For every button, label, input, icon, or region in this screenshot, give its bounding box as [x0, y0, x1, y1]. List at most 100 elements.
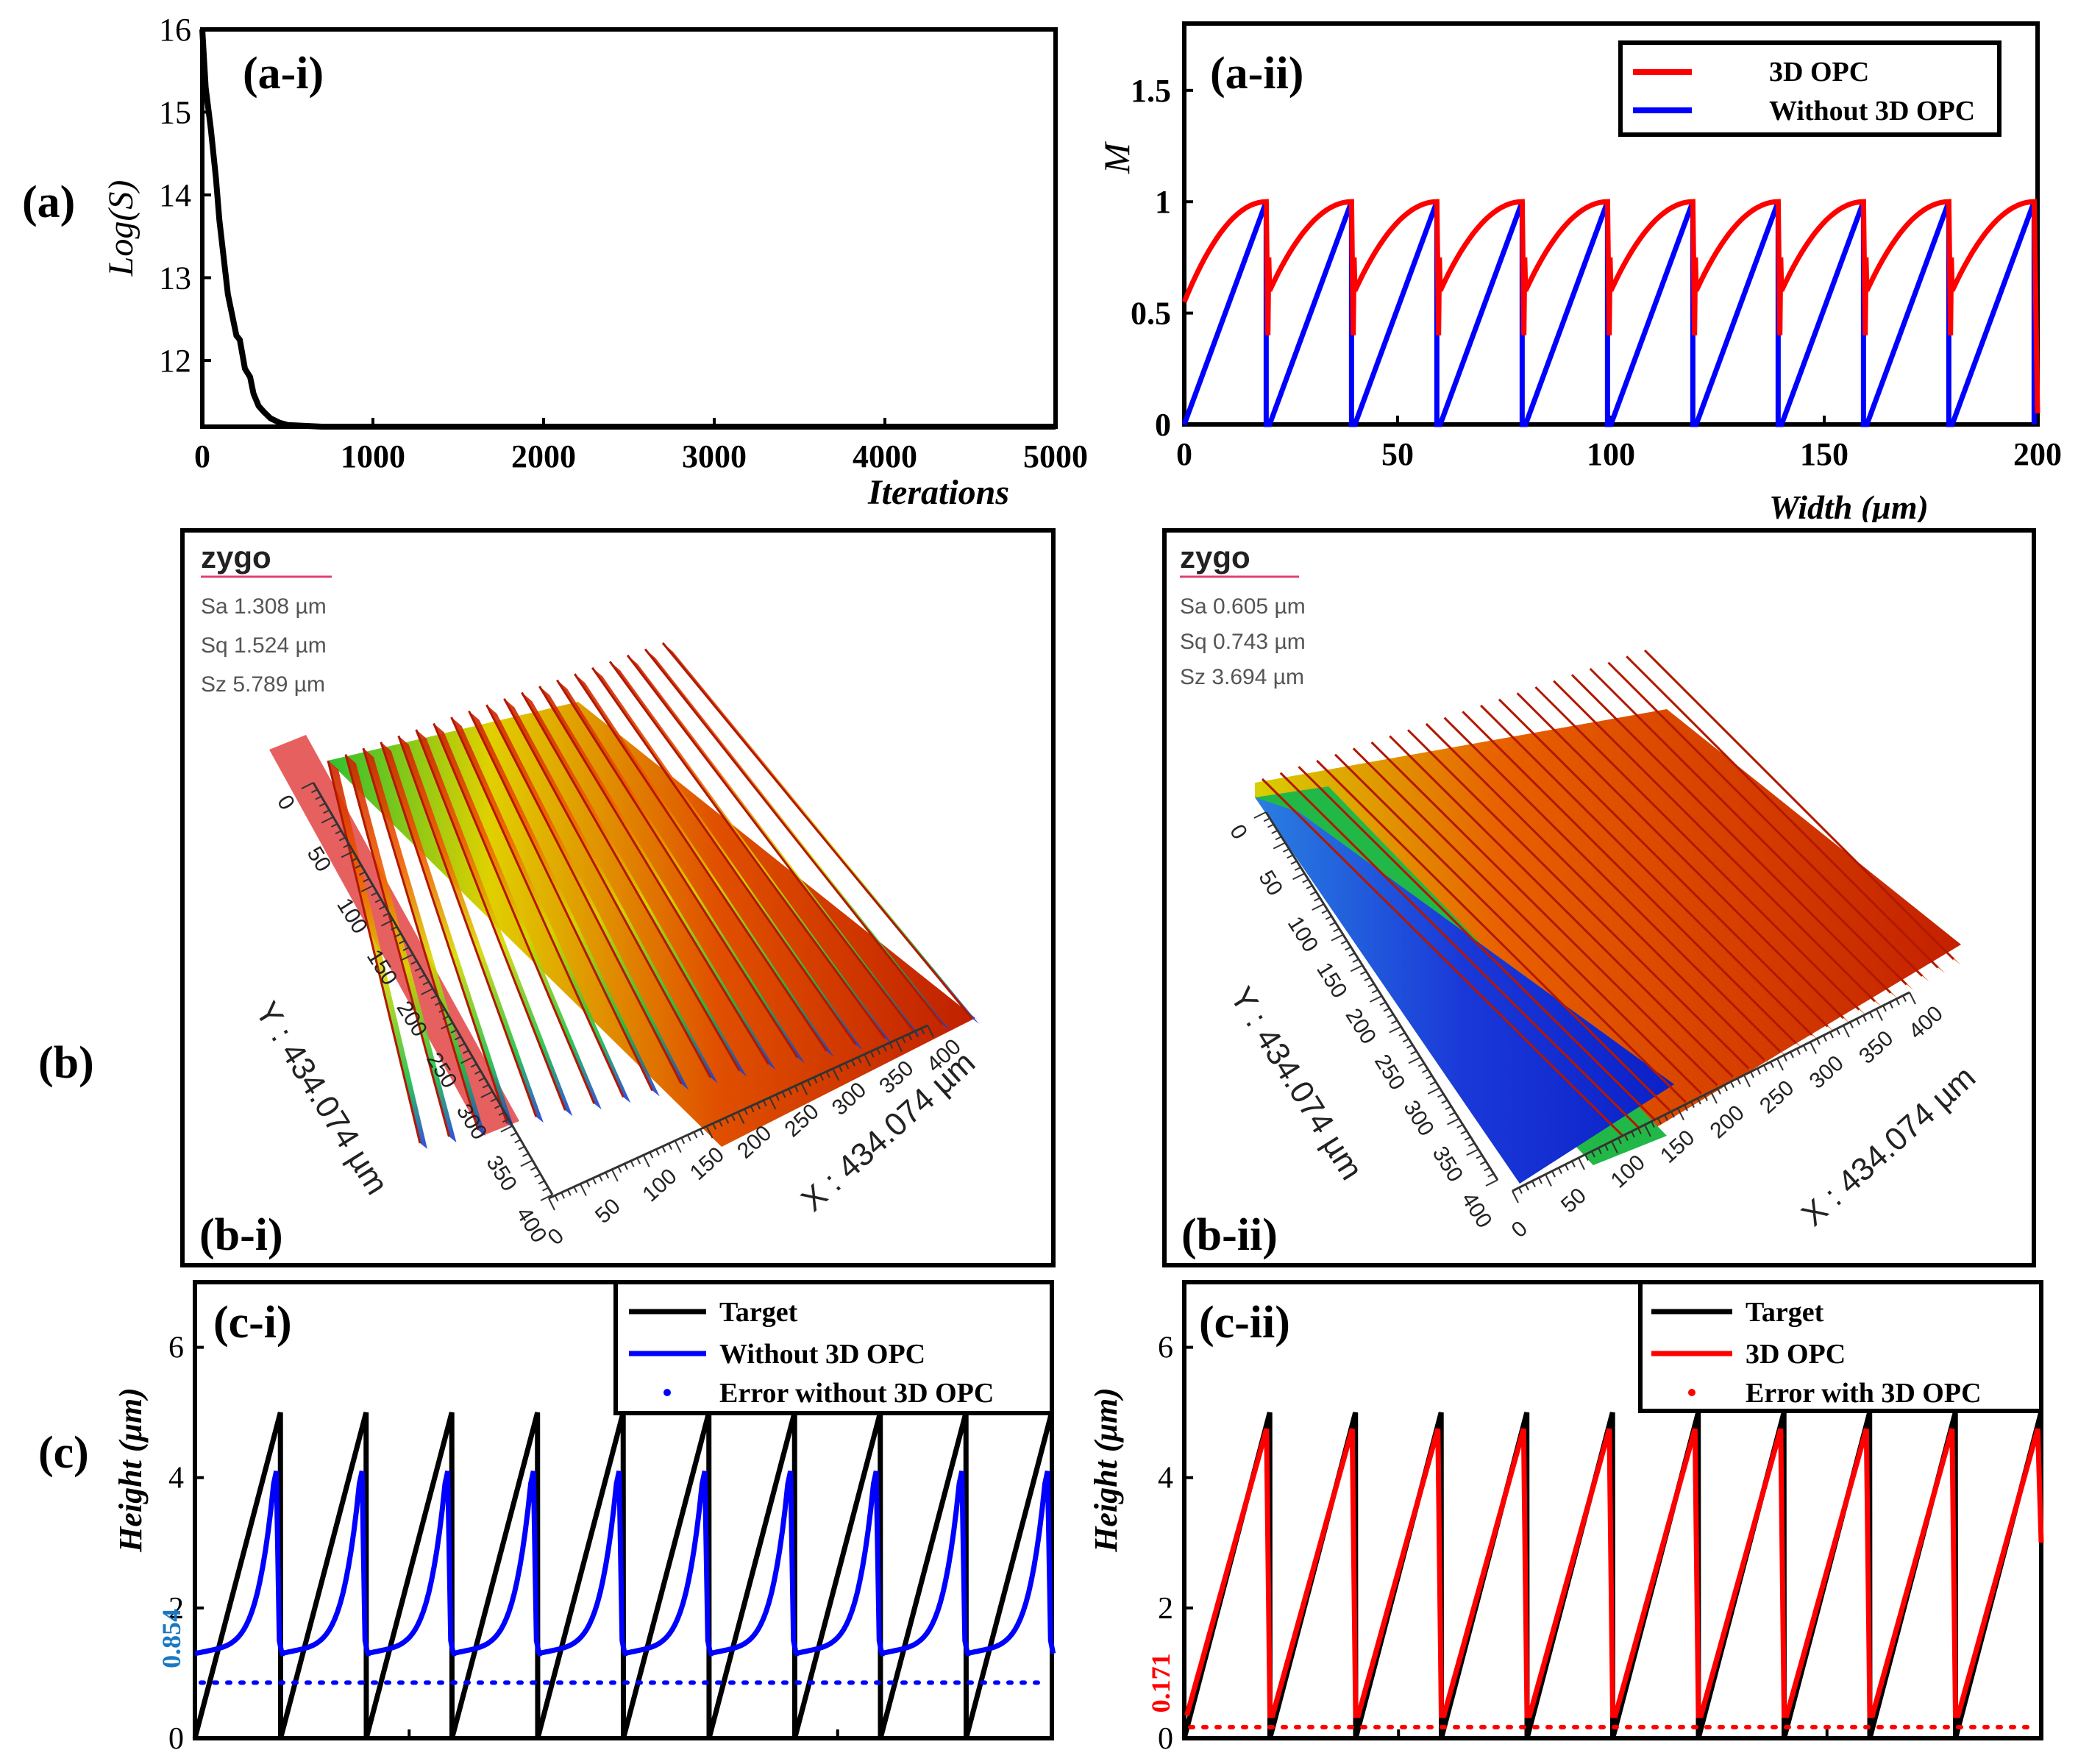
- legend: Target 3D OPC Error with 3D OPC: [1638, 1280, 2043, 1413]
- y-tick-label: 6: [168, 1331, 184, 1365]
- y-tick-label: 13: [159, 260, 191, 296]
- ridge-crest: [1498, 698, 1829, 1028]
- panel-label: (c-i): [213, 1298, 292, 1348]
- legend-label-error: Error without 3D OPC: [719, 1378, 994, 1409]
- stat-sq: Sq 0.743 µm: [1180, 630, 1306, 654]
- y-tick-label: 6: [1158, 1331, 1173, 1365]
- zygo-logo: zygo: [1180, 540, 1250, 575]
- x-tick-label: 50: [1556, 1184, 1591, 1218]
- error-value-label: 0.854: [157, 1609, 186, 1668]
- ridge-crest: [380, 741, 508, 1124]
- ridge-crest: [485, 704, 683, 1085]
- y-axis-label: Log(S): [103, 180, 140, 277]
- legend-label-error: Error with 3D OPC: [1746, 1378, 1982, 1409]
- y-tick-label: 0.5: [1131, 296, 1171, 332]
- ridge: [433, 723, 602, 1110]
- legend-label-target: Target: [719, 1297, 798, 1328]
- ridge-crest: [450, 716, 625, 1098]
- series-line-without-3d-opc: [1181, 201, 2037, 427]
- y-tick-label: 0: [1158, 1722, 1173, 1756]
- x-tick-label: 0: [1176, 436, 1192, 472]
- ridge-crest: [1480, 704, 1813, 1036]
- series-line-3d-opc: [1184, 1428, 2044, 1718]
- ridge-crest: [1553, 680, 1876, 1003]
- plot-frame: [200, 27, 1058, 429]
- row-label-c: (c): [38, 1428, 89, 1478]
- x-tick-label: 2000: [511, 438, 576, 474]
- y-tick-label: 14: [159, 177, 191, 213]
- y-tick-label: 400: [511, 1203, 552, 1247]
- x-tick-label: 50: [591, 1194, 625, 1228]
- ridge-crest: [1626, 655, 1939, 969]
- y-tick-label: 1.5: [1131, 73, 1171, 109]
- ridge-crest: [415, 729, 566, 1111]
- panel-label: (b-i): [199, 1210, 283, 1260]
- y-tick-label: 300: [1398, 1096, 1439, 1140]
- ridge-crest: [1516, 692, 1845, 1020]
- stat-sa: Sa 1.308 µm: [201, 594, 327, 619]
- x-tick-label: 0: [544, 1224, 569, 1251]
- chart-a-ii: 0 50 100 150 200 0 0.5 1 1.5 (a-ii) 3D OPC With…: [1096, 21, 2062, 522]
- ridge-crest: [327, 760, 421, 1144]
- y-tick-label: 250: [1370, 1050, 1410, 1095]
- y-tick-label: 0: [1225, 820, 1252, 844]
- ridge-crest: [1352, 747, 1703, 1095]
- chart-a-i: 0 1000 2000 3000 4000 5000 12 13 14 15 16 (a-i) I…: [103, 15, 1088, 512]
- stat-sz: Sz 3.694 µm: [1180, 665, 1304, 689]
- y-tick-label: 400: [1456, 1188, 1497, 1232]
- ridge: [345, 754, 457, 1143]
- x-tick-label: 3000: [682, 438, 747, 474]
- y-tick-label: 100: [1283, 912, 1323, 956]
- x-tick-label: 300: [1805, 1051, 1849, 1094]
- x-tick-label: 200: [2013, 436, 2062, 472]
- chart-c-i: 0 2 4 6 (c-i) Target Without 3D OPC Error w…: [113, 1280, 1056, 1756]
- y-tick-label: 4: [168, 1462, 184, 1496]
- ridge-crest: [644, 648, 944, 1025]
- surface-plot-b-i: zygo Sa 1.308 µm Sq 1.524 µm Sz 5.789 µm…: [199, 540, 982, 1260]
- stat-sz: Sz 5.789 µm: [201, 672, 325, 697]
- x-axis-label: Width (μm): [1769, 488, 1929, 522]
- y-tick-label: 15: [159, 95, 191, 131]
- ridge-crest: [1589, 667, 1907, 986]
- x-axis-label: Iterations: [867, 473, 1009, 512]
- x-tick-label: 400: [1904, 1001, 1948, 1044]
- ridge-crest: [1261, 778, 1624, 1137]
- ridge-crest: [1334, 753, 1687, 1103]
- y-tick-label: 0: [1155, 407, 1171, 443]
- ridge-crest: [1443, 716, 1782, 1053]
- stat-sa: Sa 0.605 µm: [1180, 594, 1306, 619]
- ridge-crest: [433, 722, 596, 1104]
- y-axis-label: Height (μm): [1089, 1387, 1124, 1553]
- legend-label-without-3d-opc: Without 3D OPC: [1769, 96, 1975, 127]
- ridge: [380, 741, 515, 1130]
- x-tick-label: 100: [638, 1164, 681, 1206]
- x-tick-label: 150: [1800, 436, 1849, 472]
- row-label-a: (a): [22, 177, 76, 227]
- x-tick-label: 200: [1706, 1100, 1749, 1143]
- legend-label-target: Target: [1746, 1297, 1824, 1328]
- surface-body: [1255, 709, 1961, 1165]
- ridge-crest: [538, 686, 769, 1065]
- ridge-crest: [591, 666, 857, 1045]
- ridge-crest: [1370, 741, 1718, 1087]
- surface-panel-b-i: zygo Sa 1.308 µm Sq 1.524 µm Sz 5.789 µm…: [180, 528, 1056, 1267]
- ridge-crest: [1298, 766, 1655, 1120]
- panel-label: (a-ii): [1210, 49, 1303, 99]
- panel-label: (a-i): [243, 49, 324, 99]
- y-tick-label: 150: [1312, 959, 1352, 1003]
- panel-label: (c-ii): [1199, 1298, 1290, 1348]
- ridge-crest: [468, 710, 654, 1092]
- ridge-crest: [503, 698, 712, 1078]
- legend-label-without-3d-opc: Without 3D OPC: [719, 1339, 925, 1370]
- ridge: [398, 736, 544, 1123]
- legend-label-3d-opc: 3D OPC: [1769, 57, 1869, 88]
- ridge-crest: [1279, 772, 1640, 1128]
- ridge-crest: [1462, 711, 1797, 1045]
- x-tick-label: 250: [1755, 1075, 1798, 1118]
- y-tick-label: 4: [1158, 1462, 1173, 1496]
- ridge-crest: [397, 735, 538, 1117]
- ridge-crest: [574, 673, 828, 1052]
- surface-ridges: [327, 642, 979, 1149]
- x-tick-label: 0: [1507, 1217, 1532, 1243]
- ridge-crest: [661, 642, 973, 1019]
